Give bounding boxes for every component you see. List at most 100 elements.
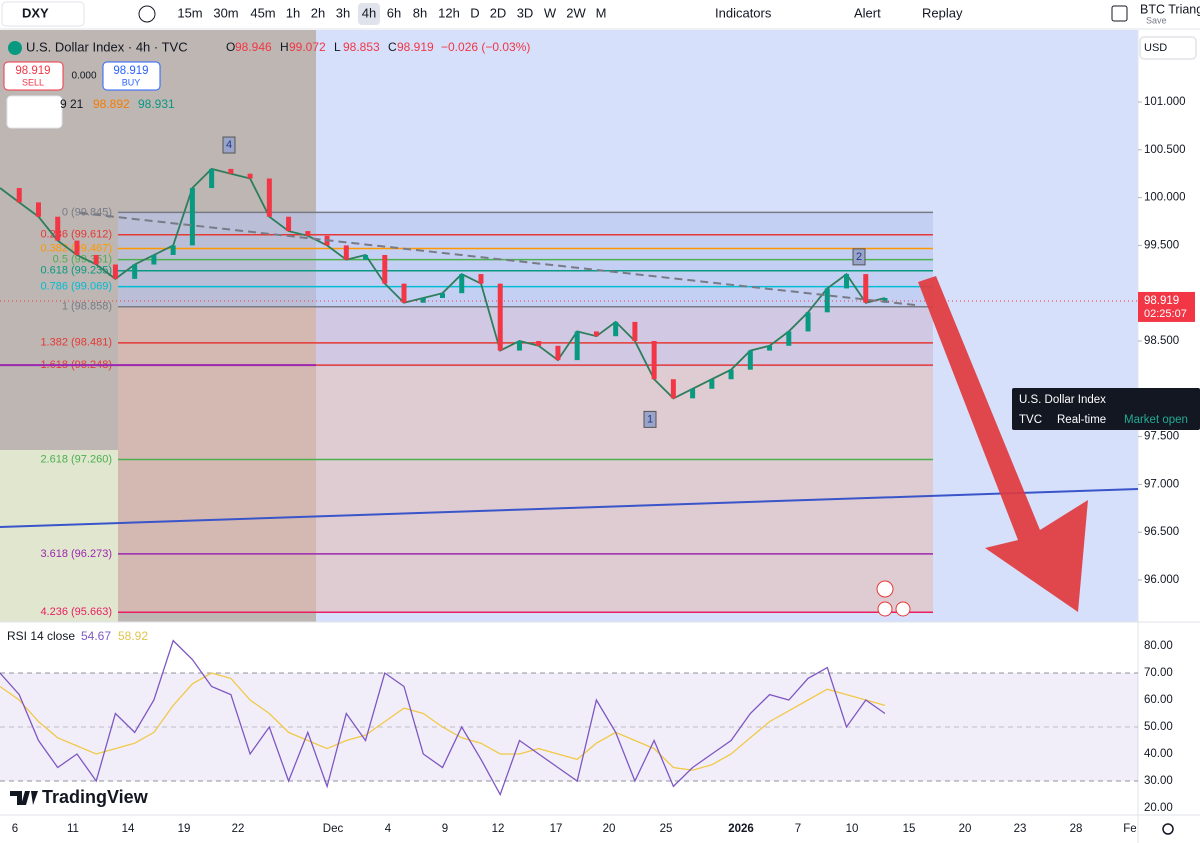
candle (786, 331, 792, 346)
brand: TradingView (42, 787, 149, 807)
interval-button[interactable]: 30m (213, 5, 238, 20)
wave-box (852, 248, 866, 266)
price-tick-label: 98.500 (1144, 335, 1179, 347)
interval-button[interactable]: 2W (566, 5, 586, 20)
settings-icon[interactable] (1162, 823, 1174, 835)
time-tick-label: 23 (1014, 823, 1027, 835)
candle (305, 231, 311, 236)
rsi-line (0, 639, 886, 797)
buy-button[interactable] (102, 61, 161, 91)
interval-button[interactable]: 1h (286, 5, 300, 20)
candle (536, 341, 542, 346)
price-tick-label: 96.000 (1144, 574, 1179, 586)
sell-price[interactable]: 98.919 (15, 65, 50, 77)
price-tick-label: 96.500 (1144, 526, 1179, 538)
price-tick-label: 101.000 (1144, 96, 1186, 108)
candle (170, 245, 176, 255)
fib-label: 1 (98.858) (62, 301, 112, 313)
wave-box (222, 136, 236, 154)
symbol[interactable]: DXY (22, 5, 49, 20)
candle (709, 379, 715, 389)
ohlc-value: 98.919 (397, 40, 434, 54)
interval-button[interactable]: 4h (362, 5, 376, 20)
time-tick-label: Dec (323, 823, 344, 835)
ohlc-label: L (334, 40, 341, 54)
rsi-label: RSI 14 close (7, 629, 75, 643)
wave-label: 4 (226, 139, 232, 151)
candle (632, 321, 638, 341)
rsi-ma-value: 58.92 (118, 629, 148, 643)
fib-label: 4.236 (95.663) (40, 606, 112, 618)
add-symbol[interactable] (138, 5, 156, 23)
last-price: 98.919 (1144, 295, 1179, 307)
time-tick-label: 15 (903, 823, 916, 835)
time-tick-label: 6 (12, 823, 18, 835)
layout-icon[interactable] (1111, 5, 1128, 22)
candle (228, 168, 234, 174)
rsi-tick-label: 80.00 (1144, 640, 1173, 652)
ohlc-value: 98.853 (343, 40, 380, 54)
ma-label: 9 21 (60, 97, 84, 111)
interval-button[interactable]: 12h (438, 5, 460, 20)
time-tick-label: 20 (959, 823, 972, 835)
interval-button[interactable]: 3h (336, 5, 350, 20)
buy-price[interactable]: 98.919 (113, 65, 148, 77)
alert-button[interactable]: Alert (854, 5, 881, 20)
sell-button[interactable] (3, 61, 64, 91)
interval-button[interactable]: 2D (490, 5, 507, 20)
tooltip-mode: Real-time (1057, 414, 1106, 426)
price-tick-label: 97.000 (1144, 478, 1179, 490)
interval-button[interactable]: 2h (311, 5, 325, 20)
time-tick-label: 2026 (728, 823, 754, 835)
tooltip (1012, 388, 1200, 430)
interval-button[interactable]: 8h (413, 5, 427, 20)
tooltip-title: U.S. Dollar Index (1019, 394, 1106, 406)
sell-label[interactable]: SELL (22, 77, 44, 87)
symbol-search[interactable] (1, 1, 85, 27)
price-tick-label: 100.500 (1144, 144, 1186, 156)
time-tick-label: 22 (232, 823, 245, 835)
interval-button[interactable]: 6h (387, 5, 401, 20)
replay-button[interactable]: Replay (922, 5, 963, 20)
time-tick-label: 17 (550, 823, 563, 835)
interval-button[interactable]: D (470, 5, 479, 20)
time-tick-label: 14 (122, 823, 135, 835)
time-tick-label: 4 (385, 823, 392, 835)
candle (593, 331, 599, 337)
save-label[interactable]: Save (1146, 15, 1167, 25)
interval-button[interactable]: M (596, 5, 607, 20)
buy-label[interactable]: BUY (122, 77, 141, 87)
legend-title: U.S. Dollar Index · 4h · TVC (26, 39, 188, 54)
flag-icon (895, 601, 911, 617)
candle (516, 341, 522, 351)
rsi-tick-label: 30.00 (1144, 775, 1173, 787)
candle (189, 188, 195, 246)
tooltip-status: Market open (1124, 414, 1188, 426)
rsi-band (0, 673, 1138, 781)
currency-button[interactable] (1139, 36, 1197, 60)
chart-layer: 0 (99.845)0.236 (99.612)0.382 (99.467)0.… (0, 136, 1138, 797)
rsi-pane (0, 622, 1138, 815)
time-tick-label: Fe (1123, 823, 1136, 835)
time-tick-label: 7 (795, 823, 801, 835)
candle (824, 288, 830, 313)
interval-button[interactable]: 3D (517, 5, 534, 20)
indicators-button[interactable]: Indicators (715, 5, 772, 20)
candle (613, 321, 619, 337)
interval-button[interactable]: 45m (250, 5, 275, 20)
interval-button[interactable]: W (544, 5, 557, 20)
candle (286, 216, 292, 232)
time-tick-label: 28 (1070, 823, 1083, 835)
fib-label: 0.236 (99.612) (40, 229, 112, 241)
ohlc-label: H (280, 40, 289, 54)
interval-button[interactable]: 15m (177, 5, 202, 20)
candle (555, 345, 561, 361)
candle (844, 274, 850, 289)
layout-name[interactable]: BTC Triang (1140, 2, 1200, 16)
time-tick-label: 10 (846, 823, 859, 835)
time-tick-label: 19 (178, 823, 191, 835)
candle (151, 254, 157, 265)
candle (55, 216, 61, 241)
candle (459, 274, 465, 294)
